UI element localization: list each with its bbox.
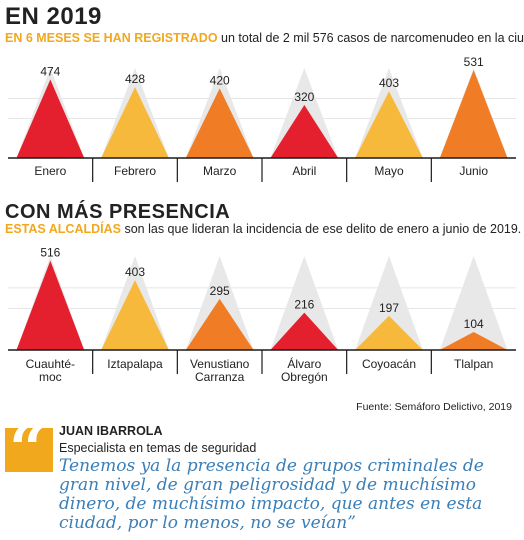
category-label-0-0: Cuauhté- [26, 357, 75, 371]
chart1-title: EN 2019 [5, 3, 102, 30]
category-label-5: Junio [459, 164, 488, 178]
category-label-3: Abril [292, 164, 316, 178]
category-label-4: Coyoacán [362, 357, 416, 371]
category-label-3-1: Obregón [281, 370, 328, 384]
category-label-2: Marzo [203, 164, 237, 178]
category-label-1: Iztapalapa [107, 357, 163, 371]
value-label-1: 403 [125, 265, 145, 279]
ghost-triangle-4 [355, 256, 423, 350]
value-label-5: 531 [464, 55, 484, 69]
category-label-0: Enero [34, 164, 66, 178]
value-label-0: 516 [40, 246, 60, 260]
monthly-cases-chart: 474 Enero 428 Febrero 420 Marzo 320 Abril 403 May… [8, 55, 516, 182]
source-note: Fuente: Semáforo Delictivo, 2019 [356, 401, 512, 413]
category-label-0-1: moc [39, 370, 62, 384]
bar-4 [355, 91, 423, 158]
bar-3 [270, 312, 339, 350]
quote-author: JUAN IBARROLA [59, 424, 163, 438]
category-label-2-0: Venustiano [190, 357, 250, 371]
bar-4 [355, 315, 423, 350]
category-label-4: Mayo [374, 164, 404, 178]
bar-0 [16, 260, 85, 350]
quote-author-role: Especialista en temas de seguridad [59, 441, 257, 455]
value-label-2: 420 [210, 73, 230, 87]
chart2-subtitle-highlight: Estas alcaldías [5, 222, 121, 236]
chart2-title: CON MÁS PRESENCIA [5, 201, 231, 223]
bar-2 [185, 88, 254, 158]
value-label-4: 403 [379, 76, 399, 90]
category-label-1: Febrero [114, 164, 156, 178]
category-label-2-1: Carranza [195, 370, 245, 384]
value-label-3: 320 [294, 90, 314, 104]
value-label-4: 197 [379, 301, 399, 315]
value-label-2: 295 [210, 284, 230, 298]
bar-1 [101, 280, 169, 350]
quote-mark-box: “ [5, 418, 53, 482]
bar-2 [185, 298, 254, 350]
chart1-subtitle-text: un total de 2 mil 576 casos de narcomenu… [217, 31, 524, 45]
value-label-1: 428 [125, 72, 145, 86]
ghost-triangle-5 [439, 256, 508, 350]
chart1-subtitle-highlight: En 6 meses se han registrado [5, 31, 218, 45]
quote-text: Tenemos ya la presencia de grupos crimin… [59, 456, 484, 533]
value-label-0: 474 [40, 64, 60, 78]
category-label-5: Tlalpan [454, 357, 493, 371]
value-label-3: 216 [294, 298, 314, 312]
bar-0 [16, 79, 85, 158]
quote-mark-icon: “ [9, 412, 46, 487]
category-label-3-0: Álvaro [287, 356, 321, 371]
chart2-subtitle: Estas alcaldías son las que lideran la i… [5, 222, 521, 236]
bar-5 [439, 70, 508, 158]
alcaldias-chart: 516 Cuauhté-moc 403 Iztapalapa 295 Venustiano… [8, 246, 516, 384]
bar-5 [439, 331, 508, 350]
bar-1 [101, 87, 169, 158]
chart1-subtitle: En 6 meses se han registrado un total de… [5, 31, 524, 45]
value-label-5: 104 [464, 317, 484, 331]
chart2-subtitle-text: son las que lideran la incidencia de ese… [120, 222, 522, 236]
bar-3 [270, 104, 339, 158]
ghost-triangle-3 [270, 256, 339, 350]
